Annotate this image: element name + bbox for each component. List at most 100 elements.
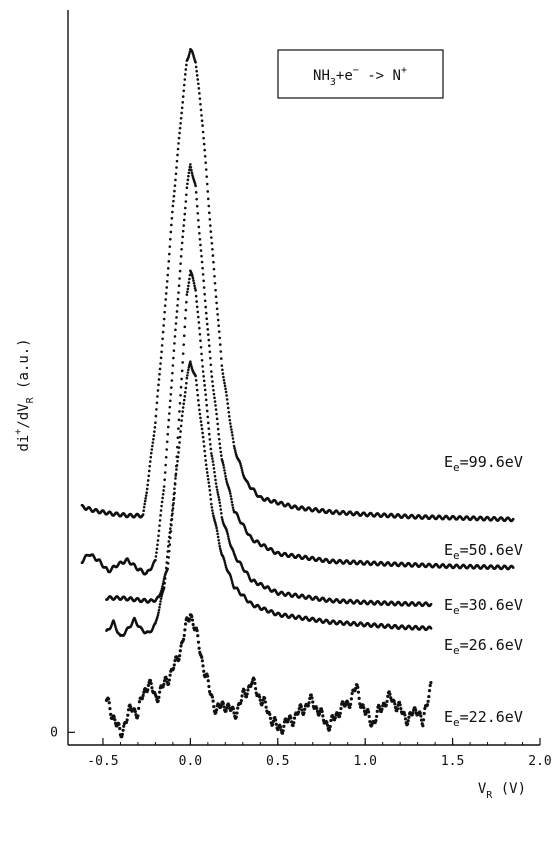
data-point [158,519,162,522]
data-point [264,705,268,709]
data-point [190,614,194,619]
data-point [167,535,171,539]
series-1: Ee=50.6eV [80,163,523,576]
series-label-energy: =26.6eV [460,636,523,654]
data-point [160,504,163,508]
data-point [216,313,219,316]
data-point [385,699,389,704]
data-point [209,224,212,227]
data-point [126,713,130,717]
data-point [224,563,227,567]
data-point [154,694,158,699]
data-point [213,282,217,285]
data-point [273,718,278,722]
label-part: +e [336,68,353,84]
reaction-label: NH3+e− -> N+ [313,65,407,88]
data-point [171,503,175,507]
data-point [418,711,422,715]
data-point [220,357,223,360]
data-point [169,523,173,526]
data-point [159,597,163,600]
data-point [222,375,225,379]
data-point [126,708,131,712]
data-point [168,543,172,546]
data-point [161,685,165,689]
data-point [173,184,177,187]
data-point [184,390,187,394]
data-point [232,508,235,512]
data-point [197,82,200,86]
data-point [146,483,149,487]
data-point [164,463,167,467]
data-point [315,706,319,710]
data-point [146,479,150,482]
data-point [180,111,183,115]
data-point [315,709,320,713]
data-point [214,524,218,527]
data-point [195,69,198,73]
data-point [136,714,140,718]
data-point [211,254,215,257]
data-point [311,700,315,704]
data-point [317,712,322,716]
data-point [202,379,206,383]
data-point [193,182,197,186]
data-point [181,95,185,98]
data-point [229,422,232,425]
data-point [149,451,153,455]
data-point [113,718,117,722]
data-point [202,136,205,140]
data-point [204,305,207,309]
data-point [193,286,197,290]
data-point [216,535,220,539]
data-point [210,236,213,239]
label-part: -> N [359,68,401,84]
data-point [419,714,423,718]
data-point [178,277,181,280]
data-point [208,438,212,441]
data-point [228,418,232,422]
data-point [182,398,186,402]
data-point [215,301,218,305]
data-point [176,147,180,151]
data-point [227,537,231,541]
data-point [204,459,207,462]
label-part: (a.u.) [16,338,32,397]
data-point [156,389,160,392]
data-point [224,474,227,478]
data-point [196,634,200,638]
data-point [224,387,227,391]
data-point [212,267,216,271]
data-point [189,163,192,166]
data-point [224,477,228,481]
data-point [172,194,176,198]
label-part: R [25,396,36,403]
data-point [223,561,227,565]
data-point [118,726,122,731]
data-point [218,343,222,346]
x-tick-label: 1.5 [441,754,464,769]
label-part: − [353,65,359,76]
data-point [230,497,233,501]
data-point [182,83,186,87]
data-point [230,500,234,504]
data-point [206,415,210,419]
data-point [158,367,162,371]
data-point [229,494,233,498]
data-point [205,467,209,471]
data-point [200,114,203,117]
data-point [154,558,157,562]
data-point [177,657,181,662]
data-point [147,469,151,473]
data-point [218,547,222,551]
data-point [165,280,169,283]
series-0: Ee=99.6eV [80,47,523,523]
data-point [414,708,418,712]
data-point [206,674,210,678]
data-point [214,408,218,411]
data-point [202,669,206,673]
data-point [193,284,196,288]
series-label: Ee=22.6eV [444,708,523,729]
data-point [208,350,212,354]
data-point [207,344,211,348]
